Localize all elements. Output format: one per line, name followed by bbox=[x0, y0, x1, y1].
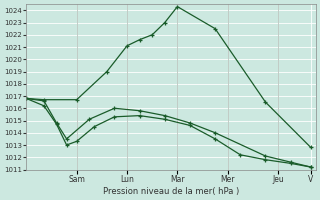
X-axis label: Pression niveau de la mer( hPa ): Pression niveau de la mer( hPa ) bbox=[103, 187, 239, 196]
